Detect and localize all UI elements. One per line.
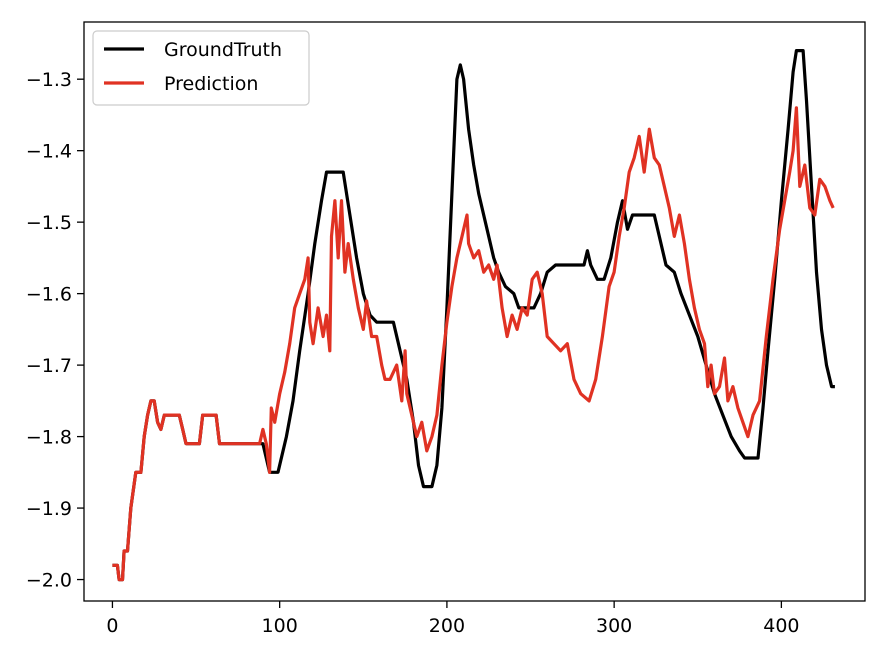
y-tick-label: −1.4 (26, 141, 72, 163)
legend-box (92, 30, 310, 106)
y-tick-label: −1.8 (26, 427, 72, 449)
y-tick-label: −1.7 (26, 355, 72, 377)
legend-label-prediction: Prediction (164, 73, 258, 95)
series-line-prediction (112, 106, 835, 582)
x-axis: 0 100 200 300 400 (106, 601, 800, 637)
legend-label-groundtruth: GroundTruth (164, 39, 282, 61)
x-tick-label: 300 (596, 615, 632, 637)
y-tick-label: −2.0 (26, 570, 72, 592)
plot-lines (112, 49, 835, 582)
y-axis: −1.3 −1.4 −1.5 −1.6 −1.7 −1.8 −1.9 −2.0 (26, 69, 84, 592)
x-tick-label: 100 (262, 615, 298, 637)
x-tick-label: 0 (106, 615, 118, 637)
y-tick-label: −1.6 (26, 284, 72, 306)
x-tick-label: 400 (763, 615, 799, 637)
y-tick-label: −1.9 (26, 498, 72, 520)
axes-frame (83, 21, 866, 602)
y-tick-label: −1.5 (26, 212, 72, 234)
legend: GroundTruth Prediction (92, 30, 310, 106)
x-tick-label: 200 (429, 615, 465, 637)
y-tick-label: −1.3 (26, 69, 72, 91)
